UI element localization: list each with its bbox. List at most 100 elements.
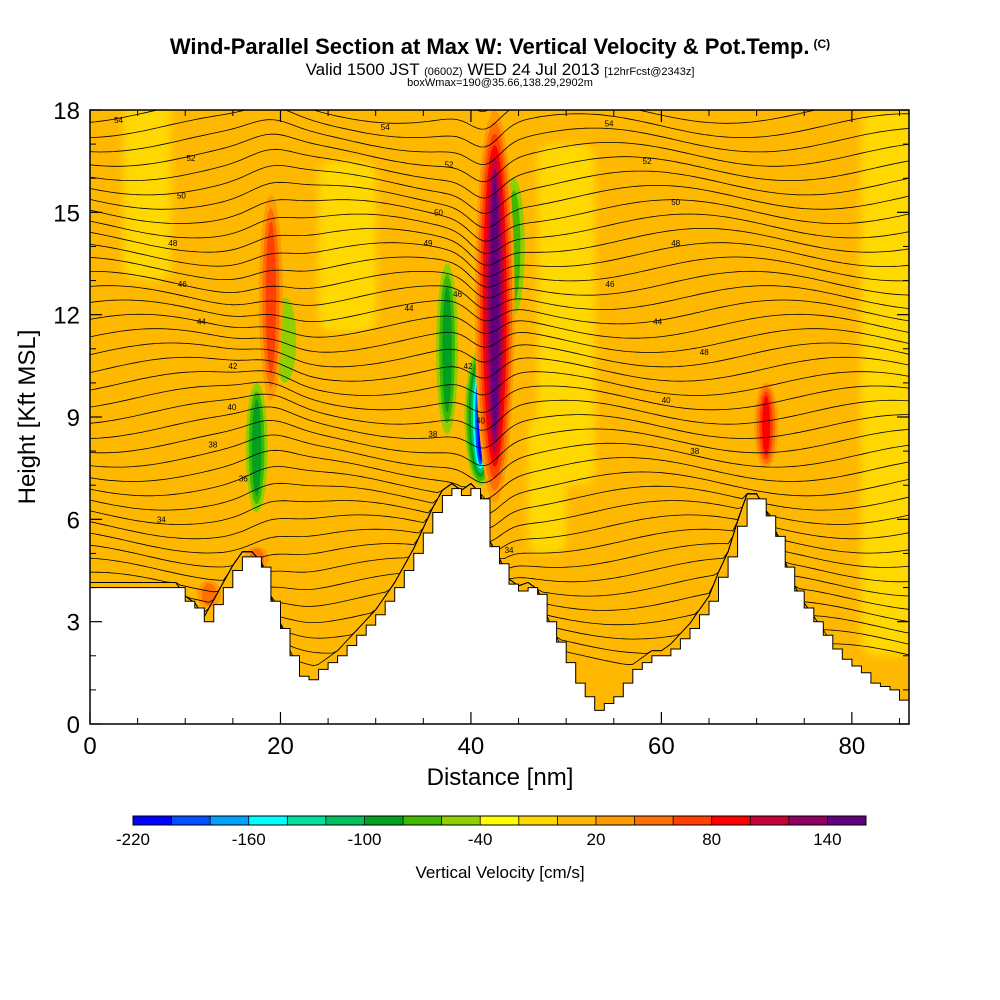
contour-label: 52 (643, 157, 652, 166)
contour-label: 50 (177, 191, 186, 200)
y-tick-label: 6 (67, 507, 80, 534)
colorbar-tick-label: -40 (468, 830, 493, 849)
theta-contour (90, 449, 909, 500)
contour-label: 38 (428, 430, 437, 439)
theta-contour (90, 406, 909, 449)
y-tick-label: 15 (53, 200, 80, 227)
theta-contour (90, 420, 909, 466)
contour-label: 44 (405, 304, 414, 313)
weak-descent-patch (537, 144, 595, 486)
x-axis-label: Distance [nm] (426, 764, 574, 791)
contour-label: 48 (700, 348, 709, 357)
y-tick-label: 0 (67, 712, 80, 739)
colorbar-swatch (827, 816, 866, 825)
theta-contour (90, 370, 909, 396)
colorbar-swatch (210, 816, 249, 825)
x-tick-label: 60 (648, 733, 675, 760)
contour-label: 40 (227, 403, 236, 412)
y-tick-label: 9 (67, 405, 80, 432)
theta-contour (90, 313, 909, 339)
contour-label: 40 (476, 416, 485, 425)
theta-contour (90, 482, 909, 529)
theta-contour (90, 356, 909, 382)
theta-contour (90, 165, 909, 214)
contour-label: 50 (434, 208, 443, 217)
theta-contour (90, 466, 909, 515)
contour-label: 54 (381, 123, 390, 132)
theta-contour (90, 199, 909, 242)
contour-label: 34 (505, 546, 514, 555)
y-tick-label: 18 (53, 98, 80, 125)
weak-descent-patch (861, 110, 909, 656)
colorbar-swatch (595, 816, 635, 825)
theta-contour (90, 110, 909, 148)
colorbar-swatch (364, 816, 404, 825)
colorbar-tick-label: 140 (813, 830, 841, 849)
colorbar-label: Vertical Velocity [cm/s] (415, 863, 585, 882)
colorbar-swatch (518, 816, 558, 825)
theta-contour (90, 256, 909, 288)
weak-descent-patch (528, 417, 567, 554)
contour-label: 40 (662, 396, 671, 405)
y-tick-label: 12 (53, 303, 80, 330)
colorbar-swatch (634, 816, 674, 825)
colorbar-swatch (673, 816, 712, 825)
contour-label: 46 (453, 290, 462, 299)
theta-contour (90, 213, 909, 255)
updraft-cell (762, 395, 771, 456)
theta-contour (90, 70, 909, 95)
colorbar-swatch (480, 816, 519, 825)
chart-title: Wind-Parallel Section at Max W: Vertical… (0, 34, 1000, 60)
updraft-cell (490, 180, 499, 432)
contour-label: 46 (178, 280, 187, 289)
subtitle-valid: Valid 1500 JST (305, 60, 420, 79)
contour-label: 48 (671, 239, 680, 248)
x-tick-label: 0 (83, 733, 96, 760)
contour-label: 54 (605, 120, 614, 129)
contour-label: 44 (653, 317, 662, 326)
theta-contour (90, 299, 909, 325)
colorbar-swatch (133, 816, 172, 825)
contour-label: 46 (606, 280, 615, 289)
theta-contour (90, 381, 909, 413)
colorbar-tick-label: -160 (232, 830, 266, 849)
theta-contour (90, 181, 909, 229)
contour-label: 42 (228, 362, 237, 371)
colorbar-swatch (750, 816, 789, 825)
theta-contour (90, 328, 909, 353)
updraft-cell (265, 221, 277, 374)
plot-area: 54 54 54 52 52 52 50 50 50 48 49 48 46 46 46 44 44 44 42 42… (90, 70, 909, 724)
x-tick-label: 40 (458, 733, 485, 760)
colorbar-tick-label: -100 (347, 830, 381, 849)
theta-contour (90, 119, 909, 165)
terrain (90, 488, 909, 724)
colorbar-tick-label: 20 (586, 830, 605, 849)
contour-label: 48 (168, 239, 177, 248)
contour-label: 34 (157, 515, 166, 524)
theta-contour (90, 228, 909, 266)
contour-label: 54 (114, 116, 123, 125)
theta-contour (90, 148, 909, 199)
theta-contour (90, 285, 909, 310)
contour-label: 36 (239, 474, 248, 483)
contour-label: 44 (197, 317, 206, 326)
contour-label: 52 (445, 161, 454, 170)
y-axis-label: Height [Kft MSL] (14, 329, 41, 505)
colorbar-swatch (441, 816, 481, 825)
theta-contour (90, 342, 909, 368)
colorbar-frame (132, 815, 867, 826)
y-tick-label: 3 (67, 610, 80, 637)
chart-title-text: Wind-Parallel Section at Max W: Vertical… (169, 34, 810, 59)
theta-contour (90, 393, 909, 431)
colorbar-swatch (248, 816, 288, 825)
contour-label: 49 (424, 239, 433, 248)
contour-label: 42 (464, 362, 473, 371)
downdraft-cell (251, 399, 262, 496)
chart-subtitle: Valid 1500 JST (0600Z) WED 24 Jul 2013 [… (0, 60, 1000, 80)
title-mark: (C) (813, 37, 831, 51)
subtitle-z: (0600Z) (424, 66, 463, 78)
theta-contour (90, 133, 909, 183)
contour-label: 50 (671, 198, 680, 207)
